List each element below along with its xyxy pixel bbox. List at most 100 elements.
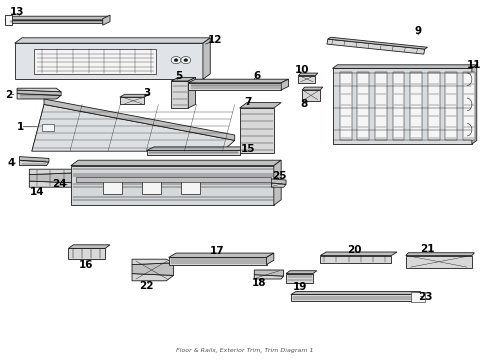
- Polygon shape: [71, 160, 281, 166]
- Text: 3: 3: [143, 88, 150, 98]
- Polygon shape: [415, 292, 420, 301]
- Polygon shape: [34, 49, 156, 74]
- Polygon shape: [71, 166, 273, 205]
- Polygon shape: [5, 20, 102, 23]
- Circle shape: [181, 57, 190, 64]
- Text: 4: 4: [7, 158, 15, 168]
- Text: 11: 11: [466, 60, 481, 70]
- Text: 21: 21: [420, 244, 434, 254]
- Polygon shape: [132, 263, 173, 275]
- Polygon shape: [44, 99, 234, 140]
- Polygon shape: [332, 68, 471, 144]
- Polygon shape: [120, 94, 149, 97]
- Circle shape: [174, 59, 178, 62]
- Polygon shape: [462, 72, 474, 140]
- Polygon shape: [290, 292, 420, 294]
- Text: 2: 2: [5, 90, 12, 100]
- Polygon shape: [273, 160, 281, 205]
- Polygon shape: [132, 259, 173, 265]
- Polygon shape: [120, 97, 144, 104]
- Polygon shape: [254, 270, 283, 276]
- Polygon shape: [266, 253, 273, 265]
- Polygon shape: [171, 81, 188, 108]
- Polygon shape: [17, 88, 61, 92]
- Polygon shape: [20, 157, 49, 162]
- Text: 6: 6: [253, 71, 260, 81]
- Polygon shape: [15, 43, 203, 79]
- Polygon shape: [203, 38, 210, 79]
- Polygon shape: [17, 94, 61, 99]
- Polygon shape: [29, 181, 76, 187]
- Text: 19: 19: [292, 282, 306, 292]
- Polygon shape: [41, 124, 54, 131]
- Polygon shape: [320, 256, 390, 263]
- Polygon shape: [271, 183, 285, 187]
- Text: 15: 15: [241, 144, 255, 154]
- Polygon shape: [239, 108, 273, 153]
- Polygon shape: [188, 79, 288, 83]
- Polygon shape: [357, 72, 368, 140]
- Polygon shape: [302, 90, 320, 101]
- Text: 9: 9: [414, 26, 421, 36]
- Text: 14: 14: [29, 186, 44, 197]
- Polygon shape: [374, 72, 386, 140]
- Polygon shape: [320, 252, 396, 256]
- Polygon shape: [68, 248, 105, 259]
- Polygon shape: [271, 179, 285, 184]
- Polygon shape: [20, 160, 49, 166]
- Text: 12: 12: [207, 35, 222, 45]
- Text: 1: 1: [17, 122, 24, 132]
- Polygon shape: [445, 72, 456, 140]
- Text: 10: 10: [294, 65, 309, 75]
- Polygon shape: [188, 77, 195, 108]
- Circle shape: [183, 59, 187, 62]
- Polygon shape: [146, 150, 239, 155]
- Polygon shape: [102, 15, 110, 25]
- Text: 17: 17: [210, 246, 224, 256]
- Polygon shape: [327, 37, 427, 49]
- Polygon shape: [188, 83, 281, 90]
- Polygon shape: [5, 16, 110, 20]
- Polygon shape: [142, 178, 161, 194]
- Text: Floor & Rails, Exterior Trim, Trim Diagram 1: Floor & Rails, Exterior Trim, Trim Diagr…: [175, 348, 313, 353]
- Polygon shape: [168, 253, 273, 257]
- Polygon shape: [290, 294, 415, 301]
- Polygon shape: [181, 178, 200, 194]
- Polygon shape: [405, 256, 471, 268]
- Polygon shape: [29, 173, 76, 183]
- Text: 7: 7: [244, 96, 252, 107]
- Circle shape: [171, 57, 181, 64]
- Polygon shape: [239, 103, 281, 108]
- Polygon shape: [427, 72, 439, 140]
- Text: 5: 5: [175, 71, 182, 81]
- Polygon shape: [168, 257, 266, 265]
- Polygon shape: [68, 245, 110, 248]
- Polygon shape: [285, 274, 312, 283]
- Polygon shape: [410, 292, 425, 302]
- Text: 23: 23: [417, 292, 432, 302]
- Polygon shape: [281, 79, 288, 90]
- Polygon shape: [132, 274, 173, 281]
- Polygon shape: [326, 39, 424, 54]
- Polygon shape: [339, 72, 351, 140]
- Polygon shape: [285, 271, 316, 274]
- Text: 24: 24: [52, 179, 67, 189]
- Polygon shape: [17, 90, 61, 95]
- Polygon shape: [405, 253, 473, 256]
- Polygon shape: [5, 15, 12, 25]
- Polygon shape: [254, 275, 283, 279]
- Text: 22: 22: [139, 281, 154, 291]
- Polygon shape: [298, 76, 315, 83]
- Polygon shape: [302, 87, 322, 90]
- Polygon shape: [298, 73, 317, 76]
- Polygon shape: [102, 178, 122, 194]
- Text: 13: 13: [10, 6, 24, 17]
- Polygon shape: [32, 104, 234, 151]
- Polygon shape: [76, 177, 271, 182]
- Text: 16: 16: [78, 260, 93, 270]
- Text: 8: 8: [300, 99, 307, 109]
- Text: 25: 25: [272, 171, 286, 181]
- Polygon shape: [332, 65, 476, 68]
- Polygon shape: [15, 38, 210, 43]
- Polygon shape: [392, 72, 404, 140]
